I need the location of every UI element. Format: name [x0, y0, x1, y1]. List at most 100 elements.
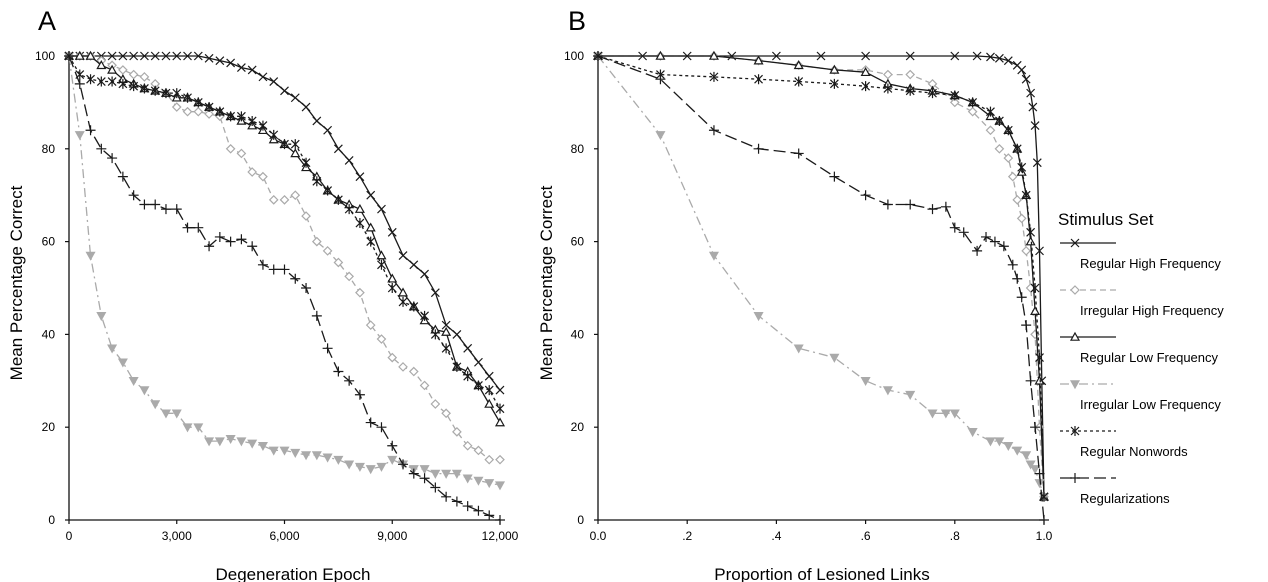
panel-a-y-tick-label: 20 [42, 420, 56, 434]
panel-a-data-point [495, 385, 505, 395]
panel-a-data-point [333, 144, 343, 154]
panel-a-x-tick-label: 0 [66, 529, 73, 543]
panel-a-series-6 [64, 51, 505, 525]
panel-a-data-point [215, 106, 225, 117]
panel-a-data-point [290, 139, 300, 150]
panel-b-x-axis-title: Proportion of Lesioned Links [714, 565, 929, 582]
panel-a-data-point [398, 287, 409, 297]
panel-a-data-point [214, 437, 225, 447]
panel-a: A Degeneration Epoch Mean Percentage Cor… [7, 6, 519, 582]
panel-a-data-point [354, 203, 365, 213]
panel-a-data-point [257, 441, 268, 451]
panel-a-data-point [419, 465, 430, 475]
panel-a-data-point [355, 218, 365, 229]
panel-a-data-point [430, 329, 440, 340]
panel-a-data-point [344, 271, 354, 282]
panel-b-data-point [860, 190, 871, 201]
legend-label: Regular Low Frequency [1080, 350, 1219, 365]
panel-a-data-point [279, 264, 290, 275]
panel-a-data-point [311, 451, 322, 461]
panel-a-data-point [452, 329, 462, 339]
panel-a-data-point [269, 129, 279, 140]
panel-a-data-point [258, 72, 268, 82]
panel-b-data-point [1007, 171, 1018, 182]
panel-a-data-point [441, 491, 452, 502]
panel-a-series-line [69, 55, 501, 423]
panel-a-data-point [160, 204, 171, 215]
panel-a-data-point [323, 125, 333, 135]
panel-a-data-point [441, 320, 451, 330]
panel-b-data-point [1035, 352, 1044, 363]
panel-b-y-axis-title: Mean Percentage Correct [537, 185, 556, 380]
panel-b-series-line [598, 55, 1045, 497]
panel-a-data-point [312, 116, 322, 126]
panel-a-data-point [473, 505, 484, 516]
legend-label: Regular Nonwords [1080, 444, 1188, 459]
panel-a-data-point [387, 283, 397, 293]
panel-a-data-point [74, 50, 85, 60]
panel-b-data-point [829, 171, 840, 182]
panel-a-y-tick-label: 40 [42, 327, 56, 341]
panel-a-data-point [301, 157, 311, 168]
panel-b-data-point [793, 344, 804, 354]
panel-a-data-point [225, 143, 236, 154]
panel-a-data-point [398, 459, 409, 470]
panel-a-data-point [193, 222, 204, 233]
panel-b-x-tick-label: .2 [682, 529, 692, 543]
panel-a-data-point [128, 69, 139, 80]
panel-a-data-point [344, 204, 354, 215]
panel-a-data-point [225, 435, 236, 445]
panel-a-x-axis-title: Degeneration Epoch [215, 565, 370, 582]
panel-b-data-point [1012, 273, 1023, 284]
panel-b-y-tick-label: 100 [564, 49, 584, 63]
panel-b-data-point [860, 377, 871, 387]
panel-a-data-point [193, 51, 203, 61]
legend-swatch-marker [1069, 380, 1081, 390]
panel-a-data-point [387, 273, 398, 283]
panel-a-data-point [484, 398, 495, 408]
panel-a-data-point [247, 439, 258, 449]
panel-a-data-point [419, 473, 430, 484]
panel-b-data-point [994, 437, 1005, 447]
panel-a-data-point [171, 204, 182, 215]
panel-a-data-point [150, 199, 161, 210]
panel-a-data-point [204, 241, 215, 252]
legend-swatch-marker [1070, 473, 1080, 483]
panel-a-data-point [376, 422, 387, 433]
panel-a-data-point [430, 469, 441, 479]
panel-a-data-point [322, 246, 333, 256]
panel-a-data-point [160, 409, 171, 419]
panel-a-data-point [107, 153, 118, 164]
panel-a-series-1 [64, 51, 505, 395]
panel-a-data-point [96, 76, 106, 87]
panel-a-data-point [183, 92, 192, 103]
panel-b-series-1 [593, 51, 1049, 502]
panel-b-data-point [1025, 460, 1036, 470]
panel-b-data-point [1034, 375, 1045, 385]
panel-b-data-point [708, 251, 719, 261]
panel-b-data-point [1025, 236, 1036, 246]
panel-a-series-2 [64, 51, 505, 465]
panel-b-series-line [598, 55, 1045, 497]
panel-b-data-point [1034, 468, 1045, 479]
panel-a-data-point [387, 440, 398, 451]
panel-b-data-point [882, 386, 893, 396]
panel-a-data-point [463, 371, 473, 382]
panel-a-data-point [172, 51, 182, 61]
panel-a-y-tick-label: 100 [35, 49, 55, 63]
panel-a-data-point [474, 380, 483, 391]
panel-a-data-point [301, 211, 311, 221]
panel-a-data-point [182, 106, 193, 117]
panel-a-data-point [193, 97, 203, 108]
panel-b-data-point [861, 81, 871, 92]
panel-b-data-point [1026, 227, 1036, 238]
legend-label: Irregular High Frequency [1080, 303, 1224, 318]
panel-a-data-point [377, 204, 386, 214]
panel-b-data-point [655, 74, 666, 85]
panel-b-y-tick-label: 60 [571, 235, 585, 249]
panel-b-data-point [816, 51, 826, 61]
panel-a-data-point [322, 453, 333, 463]
panel-a-data-point [290, 190, 301, 201]
panel-a-x-tick-label: 12,000 [482, 529, 519, 543]
panel-b-data-point [655, 50, 666, 60]
